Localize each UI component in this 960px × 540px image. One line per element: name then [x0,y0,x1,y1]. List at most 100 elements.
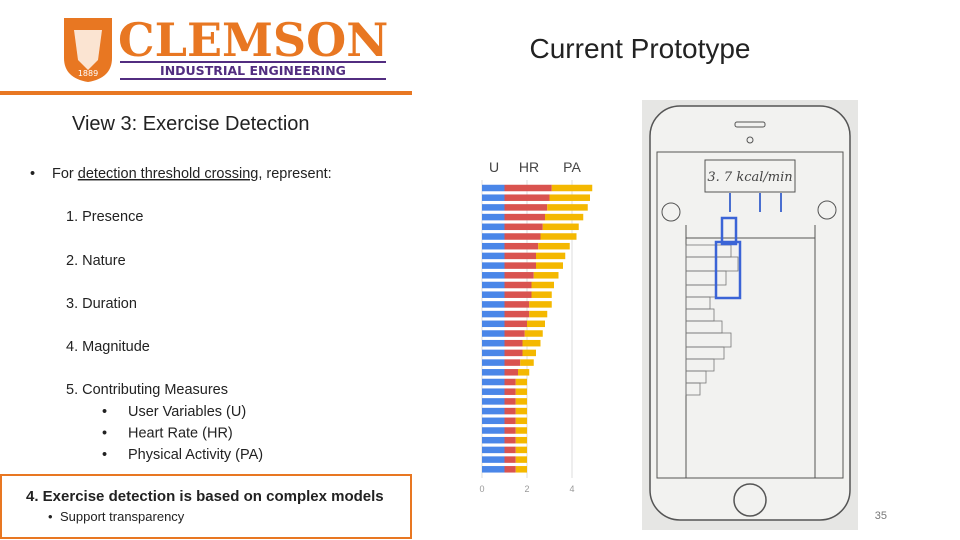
slide-title: Current Prototype [530,33,751,64]
bar-segment [504,378,516,386]
x-tick-label: 2 [524,484,529,494]
bar-segment [482,252,505,260]
bar-segment [482,233,505,240]
bar-segment [482,320,505,328]
sketch-histogram [685,244,739,396]
bar-segment [520,359,534,366]
bar-segment [504,262,536,269]
bar-segment [504,388,516,395]
bar-segment [504,242,539,250]
sketch-icon [817,200,837,220]
bar-segment [482,349,505,357]
bar-segment [504,330,525,337]
bullet: • [30,166,35,182]
header-rule [0,91,412,95]
bar-segment [515,436,527,444]
intro-text: For detection threshold crossing, repres… [52,166,332,182]
sketch-arrows [729,193,782,212]
bar-segment [504,398,516,405]
bar-segment [515,407,527,415]
bar-segment [515,466,527,473]
bar-segment [504,233,541,240]
bar-segment [482,466,505,473]
bar-segment [482,272,505,279]
sub-item: Physical Activity (PA) [128,447,263,463]
list-item: 5. Contributing Measures [66,382,228,398]
bar-segment [504,213,545,221]
legend-label: HR [519,159,539,175]
bar-segment [504,281,532,289]
bar-segment [527,320,545,328]
bar-segment [482,427,505,434]
logo-name: CLEMSON [118,13,388,67]
bar-segment [482,436,505,444]
logo-tiger [74,30,102,70]
bar-segment [504,369,518,376]
callout-text: Support transparency [60,509,185,524]
bar-segment [538,242,570,250]
bar-segment [504,194,550,201]
bar-segment [504,436,516,444]
bar-segment [504,291,532,298]
bar-segment [504,456,516,463]
bar-segment [504,339,523,347]
bar-segment [518,369,530,376]
legend-label: PA [563,159,581,175]
sub-bullet: • [102,447,107,463]
bar-segment [545,213,584,221]
bar-segment [482,456,505,463]
bar-segment [504,223,543,231]
bar-segment [515,378,527,386]
bar-segment [482,291,505,298]
list-item: 3. Duration [66,296,137,312]
bar-segment [551,184,593,192]
bar-segment [482,184,505,192]
bar-segment [540,233,577,240]
bar-segment [522,349,536,357]
callout-box [0,474,412,539]
sub-item: Heart Rate (HR) [128,426,233,442]
bar-segment [504,417,516,425]
bar-segment [504,349,523,357]
bar-segment [482,378,505,386]
bar-segment [515,398,527,405]
bar-segment [482,359,505,366]
bar-segment [504,407,516,415]
bar-segment [533,272,559,279]
list-item: 4. Magnitude [66,339,150,355]
bar-segment [482,204,505,211]
x-tick-label: 4 [569,484,574,494]
sketch-box [704,159,796,193]
bar-segment [482,339,505,347]
sketch-highlight [714,240,742,300]
bar-segment [504,272,534,279]
bar-segment [482,213,505,221]
phone-camera [746,136,754,144]
intro-before: For [52,166,78,182]
sub-bullet: • [102,404,107,420]
bar-segment [482,369,505,376]
bar-segment [504,466,516,473]
bar-segment [549,194,590,201]
logo-year: 1889 [78,69,98,78]
bar-segment [515,427,527,434]
logo-department: INDUSTRIAL ENGINEERING [160,63,346,78]
bar-segment [482,194,505,201]
callout-bullet: • [48,509,53,524]
list-item: 1. Presence [66,209,143,225]
bar-segment [482,223,505,231]
bar-segment [504,301,530,308]
bar-segment [482,388,505,395]
page-number: 35 [875,510,887,522]
bar-segment [531,291,552,298]
bar-segment [542,223,579,231]
bar-segment [504,252,536,260]
bar-segment [547,204,588,211]
legend-label: U [489,159,499,175]
sub-bullet: • [102,426,107,442]
phone-screen [656,151,844,479]
bar-segment [482,301,505,308]
bar-segment [482,417,505,425]
